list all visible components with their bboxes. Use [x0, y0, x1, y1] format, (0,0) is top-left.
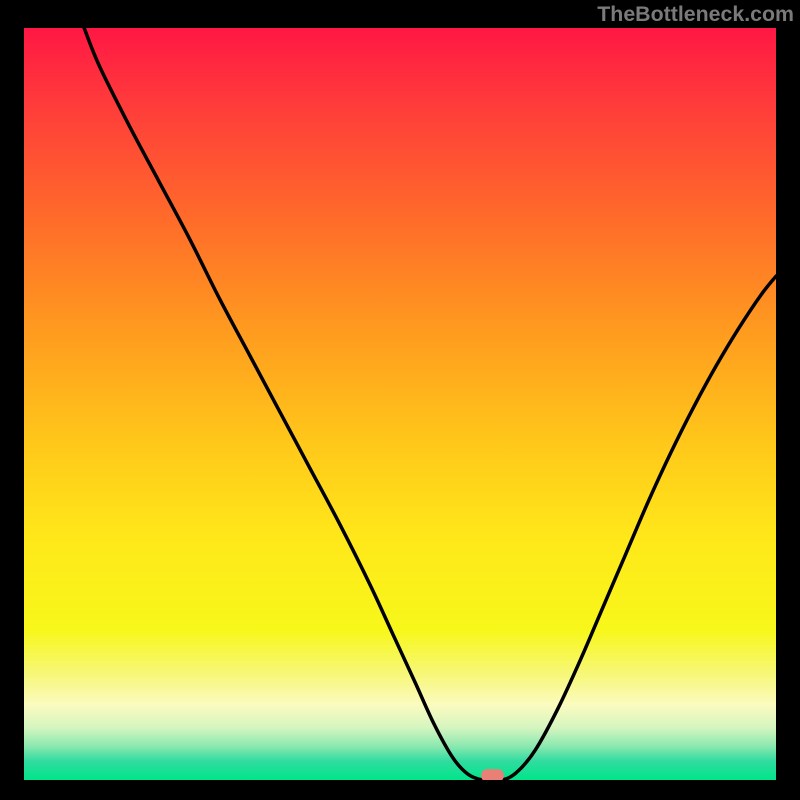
- bottleneck-curve: [84, 28, 776, 780]
- plot-area: [24, 28, 776, 780]
- optimal-marker: [481, 769, 504, 780]
- chart-container: TheBottleneck.com: [0, 0, 800, 800]
- bottleneck-curve-svg: [24, 28, 776, 780]
- watermark-text: TheBottleneck.com: [597, 2, 794, 27]
